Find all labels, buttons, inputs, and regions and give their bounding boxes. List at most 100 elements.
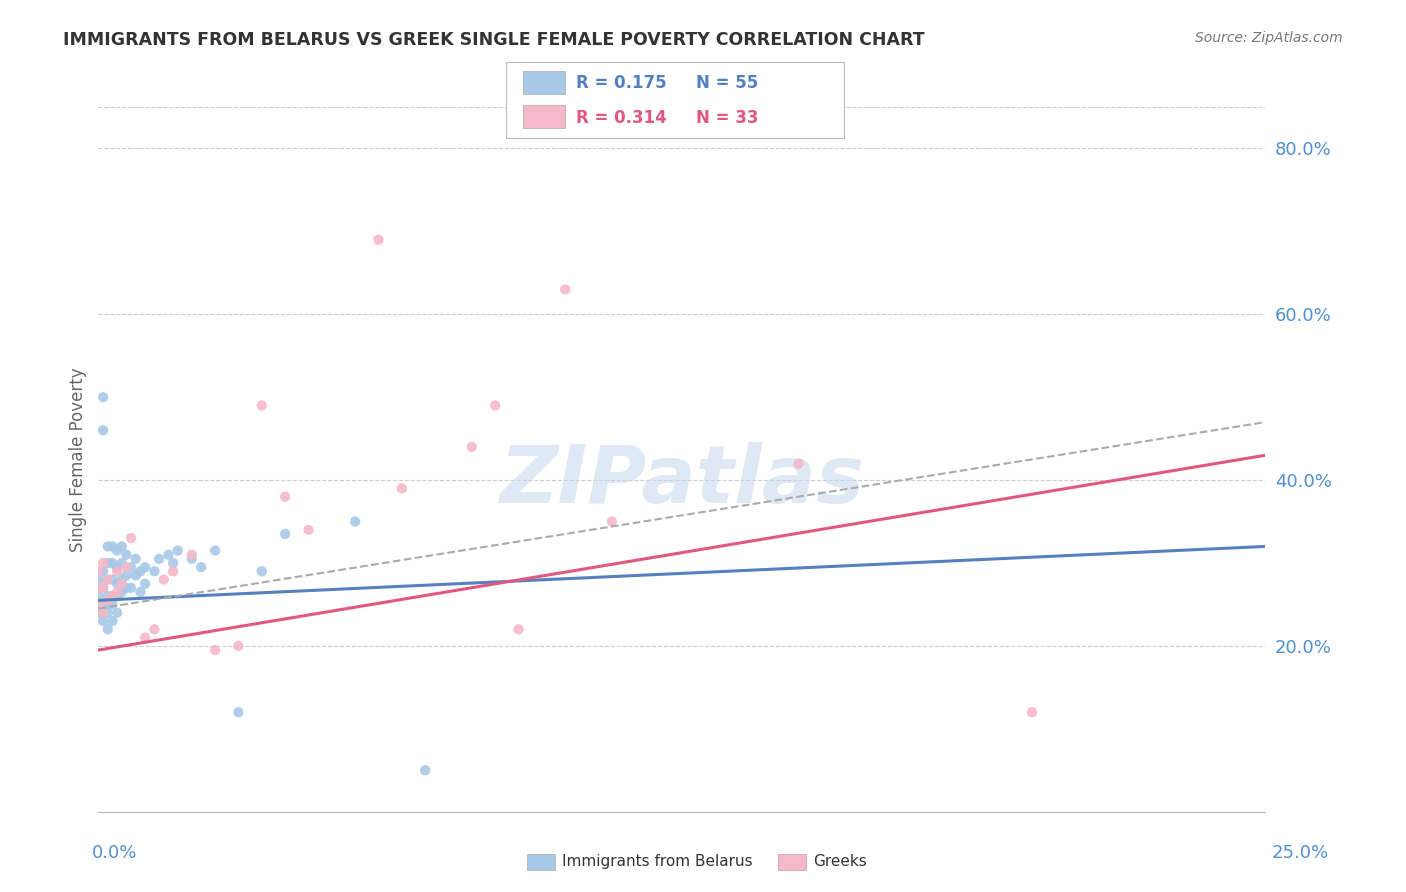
Point bbox=[115, 548, 138, 562]
Point bbox=[101, 589, 124, 603]
Point bbox=[101, 614, 124, 628]
Point bbox=[97, 573, 120, 587]
Point bbox=[101, 598, 124, 612]
Point bbox=[129, 564, 152, 578]
Point bbox=[134, 576, 156, 591]
Point bbox=[204, 643, 226, 657]
Text: R = 0.175: R = 0.175 bbox=[576, 74, 666, 93]
Point bbox=[228, 705, 250, 719]
Point bbox=[129, 585, 152, 599]
Point bbox=[554, 282, 576, 296]
Text: IMMIGRANTS FROM BELARUS VS GREEK SINGLE FEMALE POVERTY CORRELATION CHART: IMMIGRANTS FROM BELARUS VS GREEK SINGLE … bbox=[63, 31, 925, 49]
Point bbox=[91, 606, 114, 620]
Text: Source: ZipAtlas.com: Source: ZipAtlas.com bbox=[1195, 31, 1343, 45]
Point bbox=[162, 564, 184, 578]
Point bbox=[787, 457, 810, 471]
Point bbox=[87, 581, 110, 595]
Point bbox=[1021, 705, 1043, 719]
Point bbox=[120, 560, 142, 574]
Point bbox=[97, 606, 120, 620]
Point bbox=[190, 560, 212, 574]
Point bbox=[143, 564, 166, 578]
Point bbox=[91, 390, 114, 404]
Point bbox=[91, 556, 114, 570]
Point bbox=[204, 543, 226, 558]
Point bbox=[111, 573, 134, 587]
Text: N = 33: N = 33 bbox=[696, 109, 758, 128]
Point bbox=[91, 423, 114, 437]
Point bbox=[180, 552, 202, 566]
Point bbox=[91, 614, 114, 628]
Point bbox=[97, 623, 120, 637]
Point bbox=[97, 593, 120, 607]
Point bbox=[125, 568, 148, 582]
Point bbox=[101, 589, 124, 603]
Point bbox=[105, 576, 128, 591]
Point bbox=[250, 399, 273, 413]
Point bbox=[274, 527, 297, 541]
Point bbox=[143, 623, 166, 637]
Text: Greeks: Greeks bbox=[813, 855, 866, 869]
Point bbox=[115, 568, 138, 582]
Point bbox=[157, 548, 180, 562]
Point bbox=[111, 576, 134, 591]
Point bbox=[101, 573, 124, 587]
Point bbox=[166, 543, 188, 558]
Point bbox=[87, 589, 110, 603]
Point bbox=[105, 585, 128, 599]
Point bbox=[111, 540, 134, 554]
Point bbox=[461, 440, 484, 454]
Point bbox=[228, 639, 250, 653]
Point bbox=[91, 581, 114, 595]
Point bbox=[105, 543, 128, 558]
Point bbox=[111, 556, 134, 570]
Y-axis label: Single Female Poverty: Single Female Poverty bbox=[69, 368, 87, 551]
Point bbox=[134, 631, 156, 645]
Point bbox=[508, 623, 530, 637]
Point bbox=[97, 589, 120, 603]
Text: Immigrants from Belarus: Immigrants from Belarus bbox=[562, 855, 754, 869]
Point bbox=[274, 490, 297, 504]
Point bbox=[111, 585, 134, 599]
Point bbox=[105, 560, 128, 574]
Point bbox=[105, 589, 128, 603]
Text: 25.0%: 25.0% bbox=[1271, 844, 1329, 862]
Text: R = 0.314: R = 0.314 bbox=[576, 109, 668, 128]
Point bbox=[91, 581, 114, 595]
Point bbox=[297, 523, 319, 537]
Point bbox=[134, 560, 156, 574]
Point bbox=[97, 598, 120, 612]
Point bbox=[97, 556, 120, 570]
Point bbox=[484, 399, 506, 413]
Point bbox=[148, 552, 170, 566]
Point bbox=[97, 540, 120, 554]
Point bbox=[600, 515, 623, 529]
Text: 0.0%: 0.0% bbox=[91, 844, 136, 862]
Point bbox=[97, 573, 120, 587]
Point bbox=[125, 552, 148, 566]
Point bbox=[87, 598, 110, 612]
Point bbox=[344, 515, 367, 529]
Point bbox=[115, 560, 138, 574]
Point bbox=[120, 581, 142, 595]
Point bbox=[162, 556, 184, 570]
Point bbox=[105, 606, 128, 620]
Point bbox=[101, 556, 124, 570]
Text: N = 55: N = 55 bbox=[696, 74, 758, 93]
Point bbox=[87, 573, 110, 587]
Point bbox=[152, 573, 174, 587]
Point bbox=[87, 564, 110, 578]
Point bbox=[91, 598, 114, 612]
Point bbox=[367, 233, 389, 247]
Point bbox=[105, 564, 128, 578]
Point bbox=[91, 564, 114, 578]
Point bbox=[115, 581, 138, 595]
Point bbox=[101, 540, 124, 554]
Text: ZIPatlas: ZIPatlas bbox=[499, 442, 865, 519]
Point bbox=[120, 531, 142, 545]
Point bbox=[413, 764, 436, 778]
Point bbox=[87, 606, 110, 620]
Point bbox=[391, 482, 413, 496]
Point bbox=[250, 564, 273, 578]
Point bbox=[180, 548, 202, 562]
